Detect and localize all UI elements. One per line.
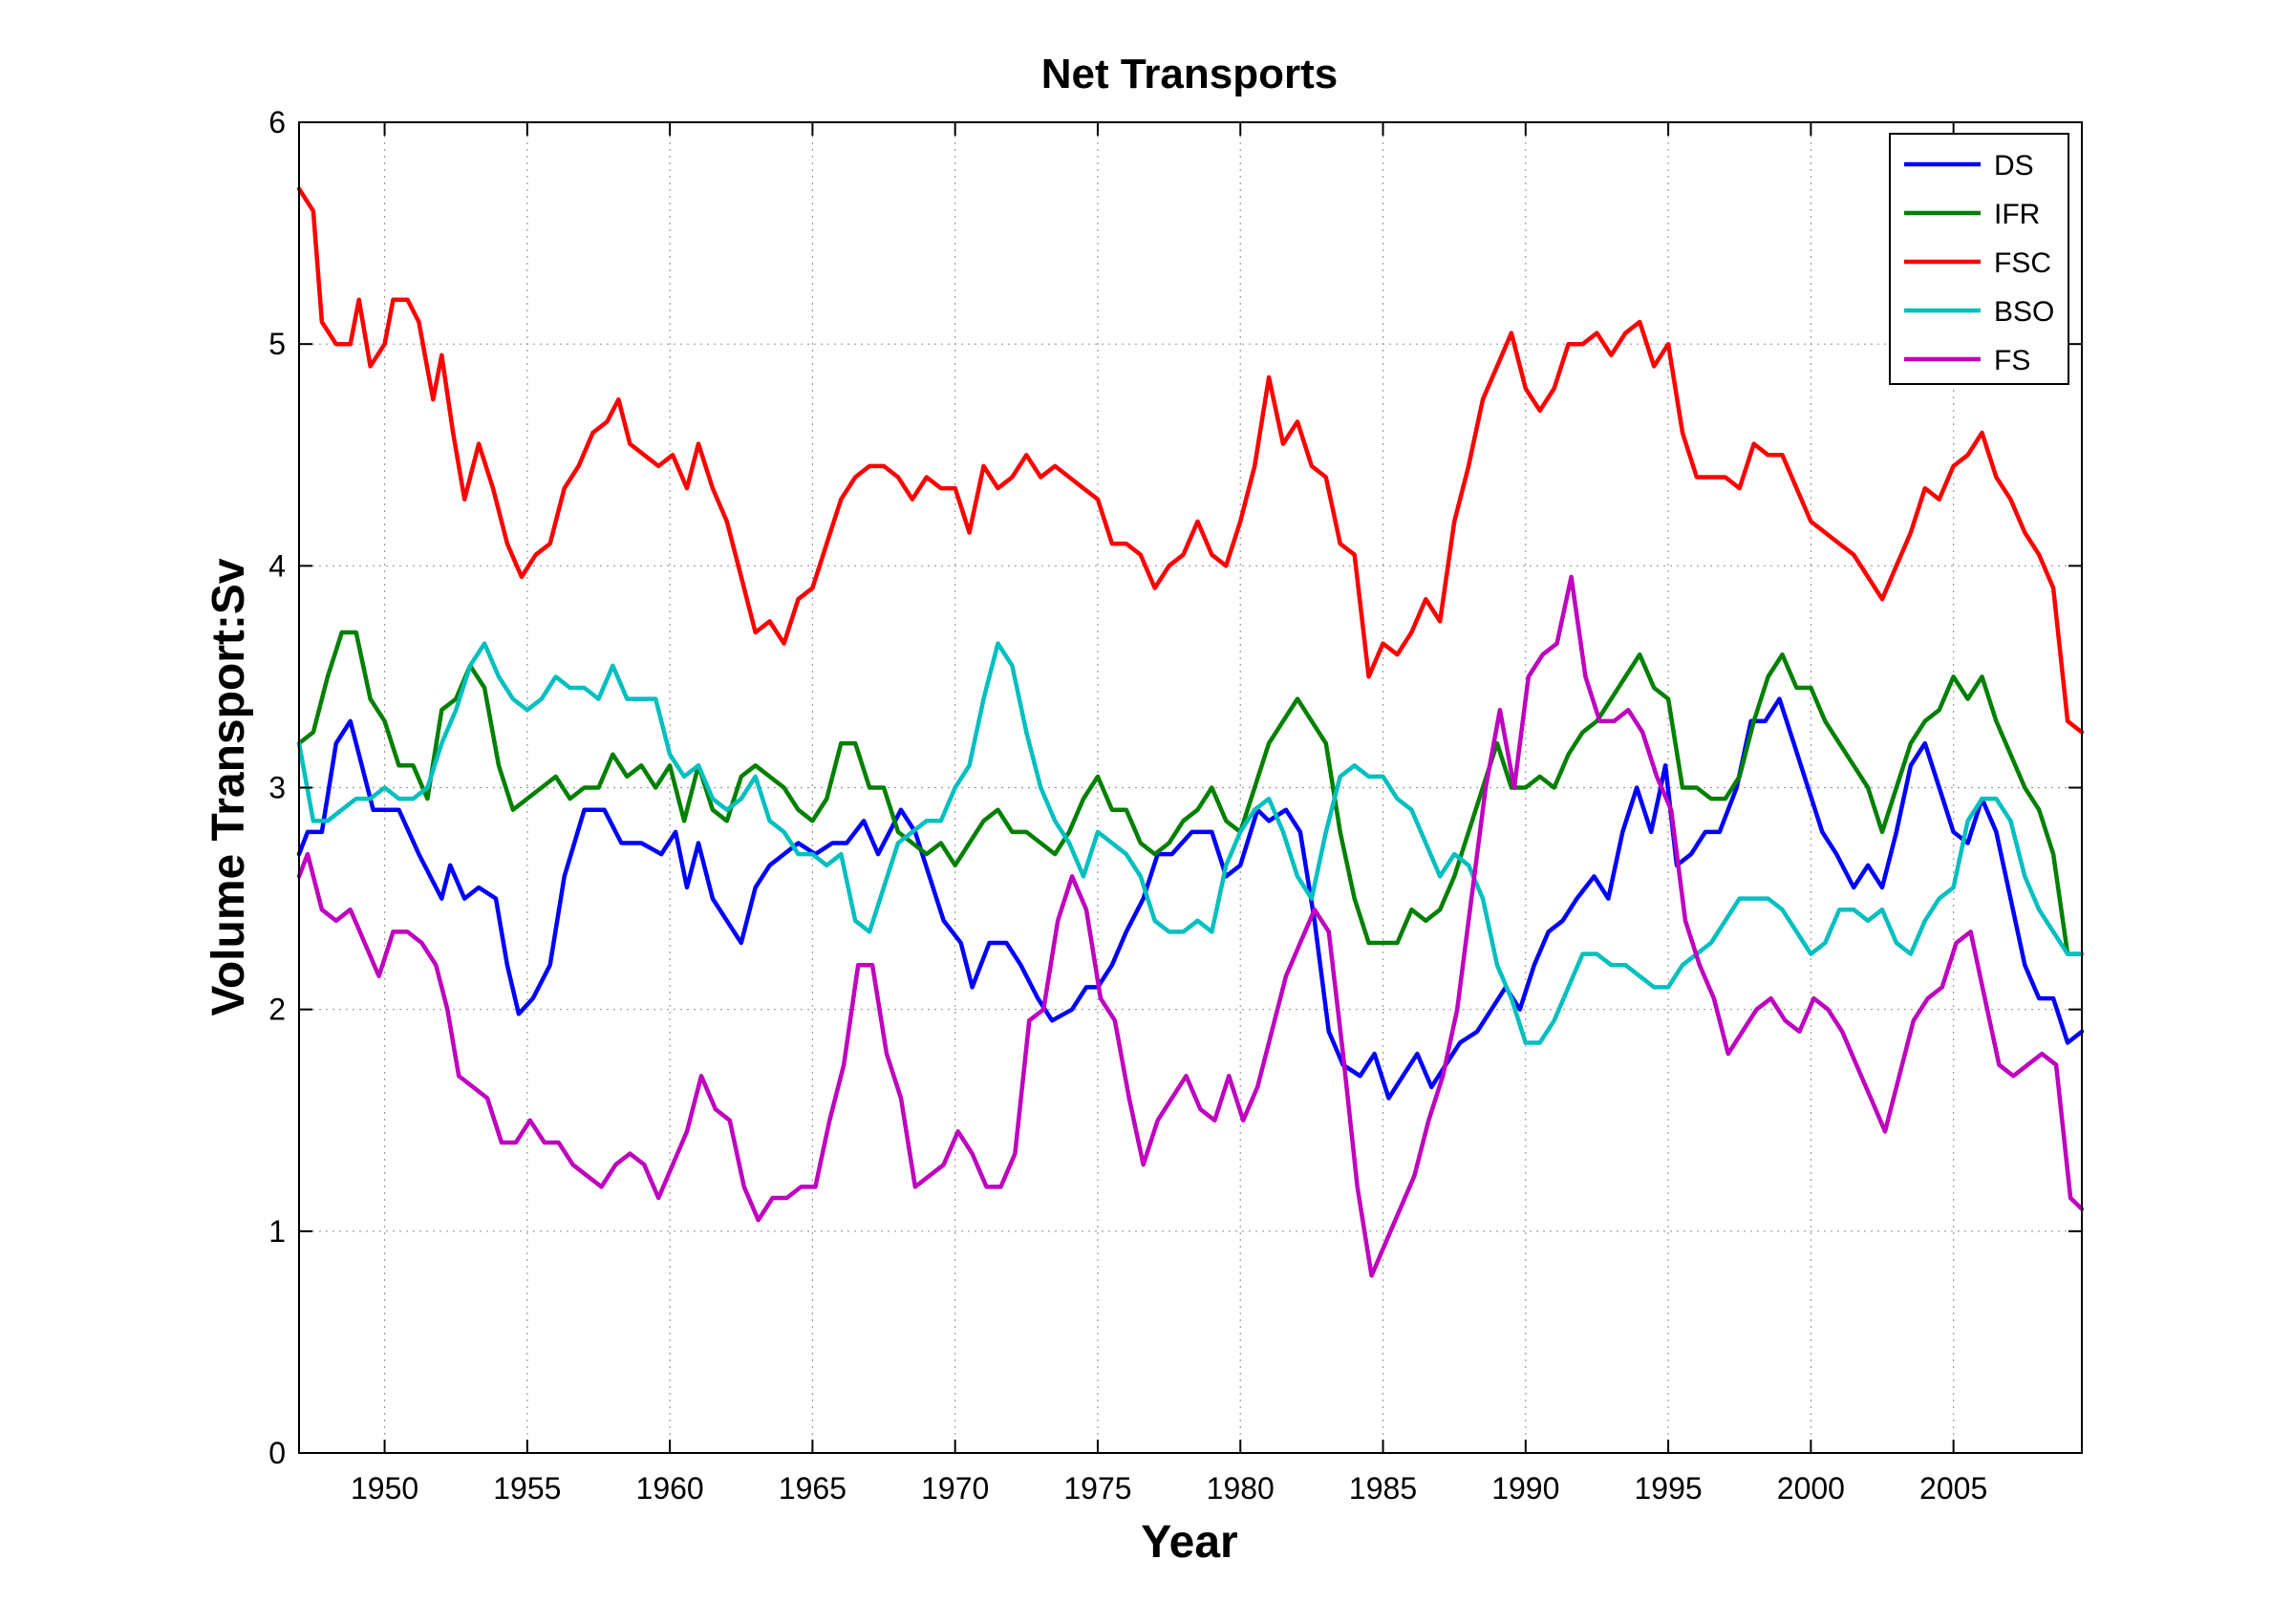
y-axis-label: Volume Transport:Sv — [204, 558, 254, 1016]
y-tick-label: 2 — [268, 993, 286, 1027]
x-axis: 1950 1955 1960 1965 1970 1975 1980 1985 1990 1995… — [351, 122, 1987, 1506]
series-line-fs — [296, 574, 2085, 1278]
x-tick-label: 1955 — [493, 1471, 561, 1506]
x-tick-label: 2000 — [1777, 1471, 1845, 1506]
legend-label-ifr: IFR — [1994, 199, 2040, 230]
y-tick-label: 6 — [268, 105, 286, 139]
y-tick-label: 5 — [268, 327, 286, 361]
x-tick-label: 1965 — [779, 1471, 846, 1506]
y-tick-label: 4 — [268, 548, 286, 583]
x-axis-label: Year — [1141, 1517, 1237, 1568]
y-tick-label: 0 — [268, 1436, 286, 1470]
x-tick-label: 1975 — [1063, 1471, 1131, 1506]
legend-label-fs: FS — [1994, 345, 2030, 376]
legend-label-ds: DS — [1994, 150, 2034, 182]
legend-box — [1889, 133, 2069, 385]
x-tick-label: 1970 — [921, 1471, 989, 1506]
legend: DS IFR FSC BSO FS — [1889, 133, 2069, 385]
x-tick-label: 1990 — [1491, 1471, 1559, 1506]
series-line-fsc — [296, 186, 2085, 735]
series-line-ds — [296, 696, 2085, 1100]
series-line-ifr — [296, 630, 2085, 956]
series-line-bso — [296, 641, 2085, 1045]
y-tick-label: 1 — [268, 1214, 286, 1249]
chart-title: Net Transports — [1041, 51, 1339, 97]
series-group — [296, 186, 2085, 1278]
x-tick-label: 1980 — [1207, 1471, 1275, 1506]
x-tick-label: 1960 — [636, 1471, 704, 1506]
x-tick-label: 1995 — [1634, 1471, 1702, 1506]
x-tick-label: 1985 — [1349, 1471, 1417, 1506]
y-tick-label: 3 — [268, 771, 286, 805]
legend-label-bso: BSO — [1994, 296, 2054, 328]
x-tick-label: 1950 — [351, 1471, 418, 1506]
y-axis: 0 1 2 3 4 5 6 — [268, 105, 2082, 1470]
x-tick-label: 2005 — [1919, 1471, 1987, 1506]
legend-label-fsc: FSC — [1994, 247, 2051, 279]
